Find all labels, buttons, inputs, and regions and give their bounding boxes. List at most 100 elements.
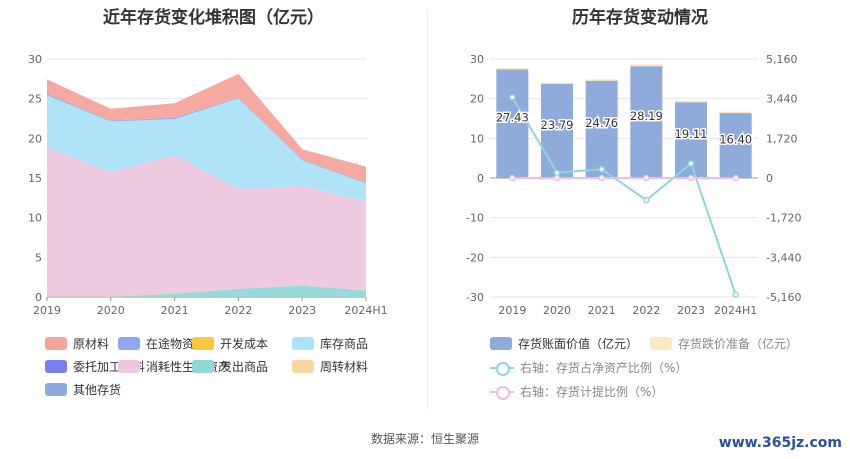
left-y-tick-label: 30 bbox=[28, 53, 42, 66]
left-y-tick-label: 25 bbox=[28, 93, 42, 106]
left-x-tick-label: 2022 bbox=[224, 304, 252, 317]
stacked-area-chart: 0 5 10 15 20 25 30 2019 2020 2021 2022 2023 2024H1 bbox=[28, 53, 388, 317]
right-chart-x-tick-label: 2024H1 bbox=[714, 304, 757, 317]
legend-label: 开发成本 bbox=[220, 337, 269, 351]
net-asset-ratio-point bbox=[643, 196, 650, 204]
right-legend-item[interactable]: 存货跌价准备（亿元） bbox=[650, 335, 798, 352]
legend-swatch bbox=[192, 360, 214, 373]
left-legend-item[interactable]: 其他存货 bbox=[45, 381, 121, 398]
provision-ratio-point bbox=[732, 174, 739, 182]
left-y-tick-label: 5 bbox=[35, 251, 42, 264]
inventory-bar bbox=[541, 83, 573, 178]
provision-bar bbox=[541, 82, 573, 84]
area-原材料 bbox=[47, 73, 366, 183]
right-chart-x-tick-label: 2022 bbox=[632, 304, 660, 317]
legend-swatch bbox=[118, 337, 140, 350]
left-y-tick-label: 0 bbox=[35, 291, 42, 304]
right-chart-y-tick-label: 10 bbox=[470, 132, 484, 145]
left-legend-item[interactable]: 原材料 bbox=[45, 335, 109, 352]
left-x-tick-label: 2021 bbox=[161, 304, 189, 317]
right-chart-title: 历年存货变动情况 bbox=[572, 8, 708, 28]
left-legend-item[interactable]: 开发成本 bbox=[192, 335, 268, 352]
left-x-tick-label: 2019 bbox=[33, 304, 61, 317]
area-消耗性生物资产 bbox=[47, 146, 366, 297]
data-source-text: 数据来源：恒生聚源 bbox=[370, 432, 479, 446]
chart-divider bbox=[427, 10, 428, 410]
right-chart-y-tick-label: 30 bbox=[470, 53, 484, 66]
provision-ratio-point bbox=[509, 174, 516, 182]
bar-value-label: 27.43 bbox=[496, 111, 529, 125]
legend-swatch bbox=[118, 360, 140, 373]
net-asset-ratio-point bbox=[553, 169, 561, 176]
legend-swatch bbox=[292, 337, 314, 350]
provision-ratio-point bbox=[687, 174, 695, 182]
net-asset-ratio-point bbox=[687, 160, 695, 167]
provision-bar bbox=[719, 111, 752, 114]
provision-ratio-point bbox=[553, 174, 561, 182]
legend-swatch bbox=[45, 337, 67, 350]
legend-swatch bbox=[292, 360, 314, 373]
inventory-bar bbox=[719, 112, 752, 178]
right-chart-y2-tick-label: 0 bbox=[766, 172, 773, 185]
provision-bar bbox=[585, 79, 618, 81]
left-y-tick-label: 20 bbox=[28, 132, 42, 145]
net-asset-ratio-line bbox=[511, 96, 737, 295]
legend-swatch bbox=[490, 361, 514, 376]
right-chart-y-tick-label: -30 bbox=[466, 291, 484, 304]
legend-label: 库存商品 bbox=[320, 337, 369, 351]
net-asset-ratio-point bbox=[509, 94, 516, 101]
legend-label: 存货账面价值（亿元） bbox=[518, 337, 639, 351]
legend-swatch bbox=[192, 337, 214, 350]
right-chart-y2-tick-label: 5,160 bbox=[766, 53, 798, 66]
provision-bar bbox=[630, 64, 663, 67]
right-chart-y-tick-label: -10 bbox=[466, 212, 484, 225]
legend-label: 周转材料 bbox=[320, 360, 369, 374]
right-chart-y2-tick-label: -5,160 bbox=[766, 291, 801, 304]
provision-ratio-point bbox=[643, 174, 650, 182]
bar-value-label: 19.11 bbox=[675, 127, 708, 141]
right-chart-y-tick-label: 20 bbox=[470, 93, 484, 106]
bar-value-label: 23.79 bbox=[541, 118, 574, 132]
right-chart-x-tick-label: 2020 bbox=[543, 304, 571, 317]
left-y-tick-label: 15 bbox=[28, 172, 42, 185]
bar-value-label: 24.76 bbox=[585, 116, 618, 130]
left-x-tick-label: 2020 bbox=[97, 304, 125, 317]
provision-ratio-point bbox=[598, 174, 605, 182]
legend-swatch bbox=[650, 337, 672, 350]
left-legend-item[interactable]: 库存商品 bbox=[292, 335, 368, 352]
legend-label: 发出商品 bbox=[220, 360, 269, 374]
bar-value-label: 16.40 bbox=[719, 132, 752, 146]
right-chart-x-tick-label: 2019 bbox=[498, 304, 526, 317]
right-chart-y2-tick-label: 1,720 bbox=[766, 132, 798, 145]
right-legend-item[interactable]: 右轴：存货占净资产比例（%） bbox=[490, 359, 687, 376]
legend-swatch bbox=[490, 337, 512, 350]
net-asset-ratio-point bbox=[732, 291, 739, 298]
right-chart-x-tick-label: 2023 bbox=[677, 304, 705, 317]
legend-label: 右轴：存货占净资产比例（%） bbox=[520, 361, 688, 375]
left-legend-item[interactable]: 周转材料 bbox=[292, 358, 368, 375]
provision-bar bbox=[675, 100, 707, 103]
right-chart-y2-tick-label: -1,720 bbox=[766, 212, 801, 225]
left-y-tick-label: 10 bbox=[28, 212, 42, 225]
left-legend-item[interactable]: 发出商品 bbox=[192, 358, 268, 375]
right-chart-y-tick-label: -20 bbox=[466, 251, 484, 264]
inventory-bar bbox=[585, 79, 618, 178]
provision-bar bbox=[496, 68, 529, 70]
inventory-bar bbox=[630, 66, 663, 178]
right-chart-x-tick-label: 2021 bbox=[588, 304, 616, 317]
legend-swatch bbox=[45, 360, 67, 373]
area-发出商品 bbox=[47, 285, 366, 297]
inventory-bar bbox=[496, 69, 529, 178]
net-asset-ratio-point bbox=[598, 165, 605, 173]
legend-swatch bbox=[490, 385, 514, 400]
right-legend-item[interactable]: 右轴：存货计提比例（%） bbox=[490, 383, 663, 400]
legend-label: 存货跌价准备（亿元） bbox=[678, 337, 799, 351]
right-legend-item[interactable]: 存货账面价值（亿元） bbox=[490, 335, 638, 352]
legend-label: 原材料 bbox=[73, 337, 110, 351]
legend-swatch bbox=[45, 383, 67, 396]
right-chart-y2-tick-label: -3,440 bbox=[766, 251, 801, 264]
bar-value-label: 28.19 bbox=[630, 109, 663, 123]
watermark: www.365jz.com bbox=[718, 435, 842, 451]
left-legend-item[interactable]: 在途物资 bbox=[118, 335, 194, 352]
inventory-bar-line-chart: -30 -20 -10 0 10 20 30 -5,160 -3,440 -1,720 0 1,720… bbox=[466, 53, 801, 317]
